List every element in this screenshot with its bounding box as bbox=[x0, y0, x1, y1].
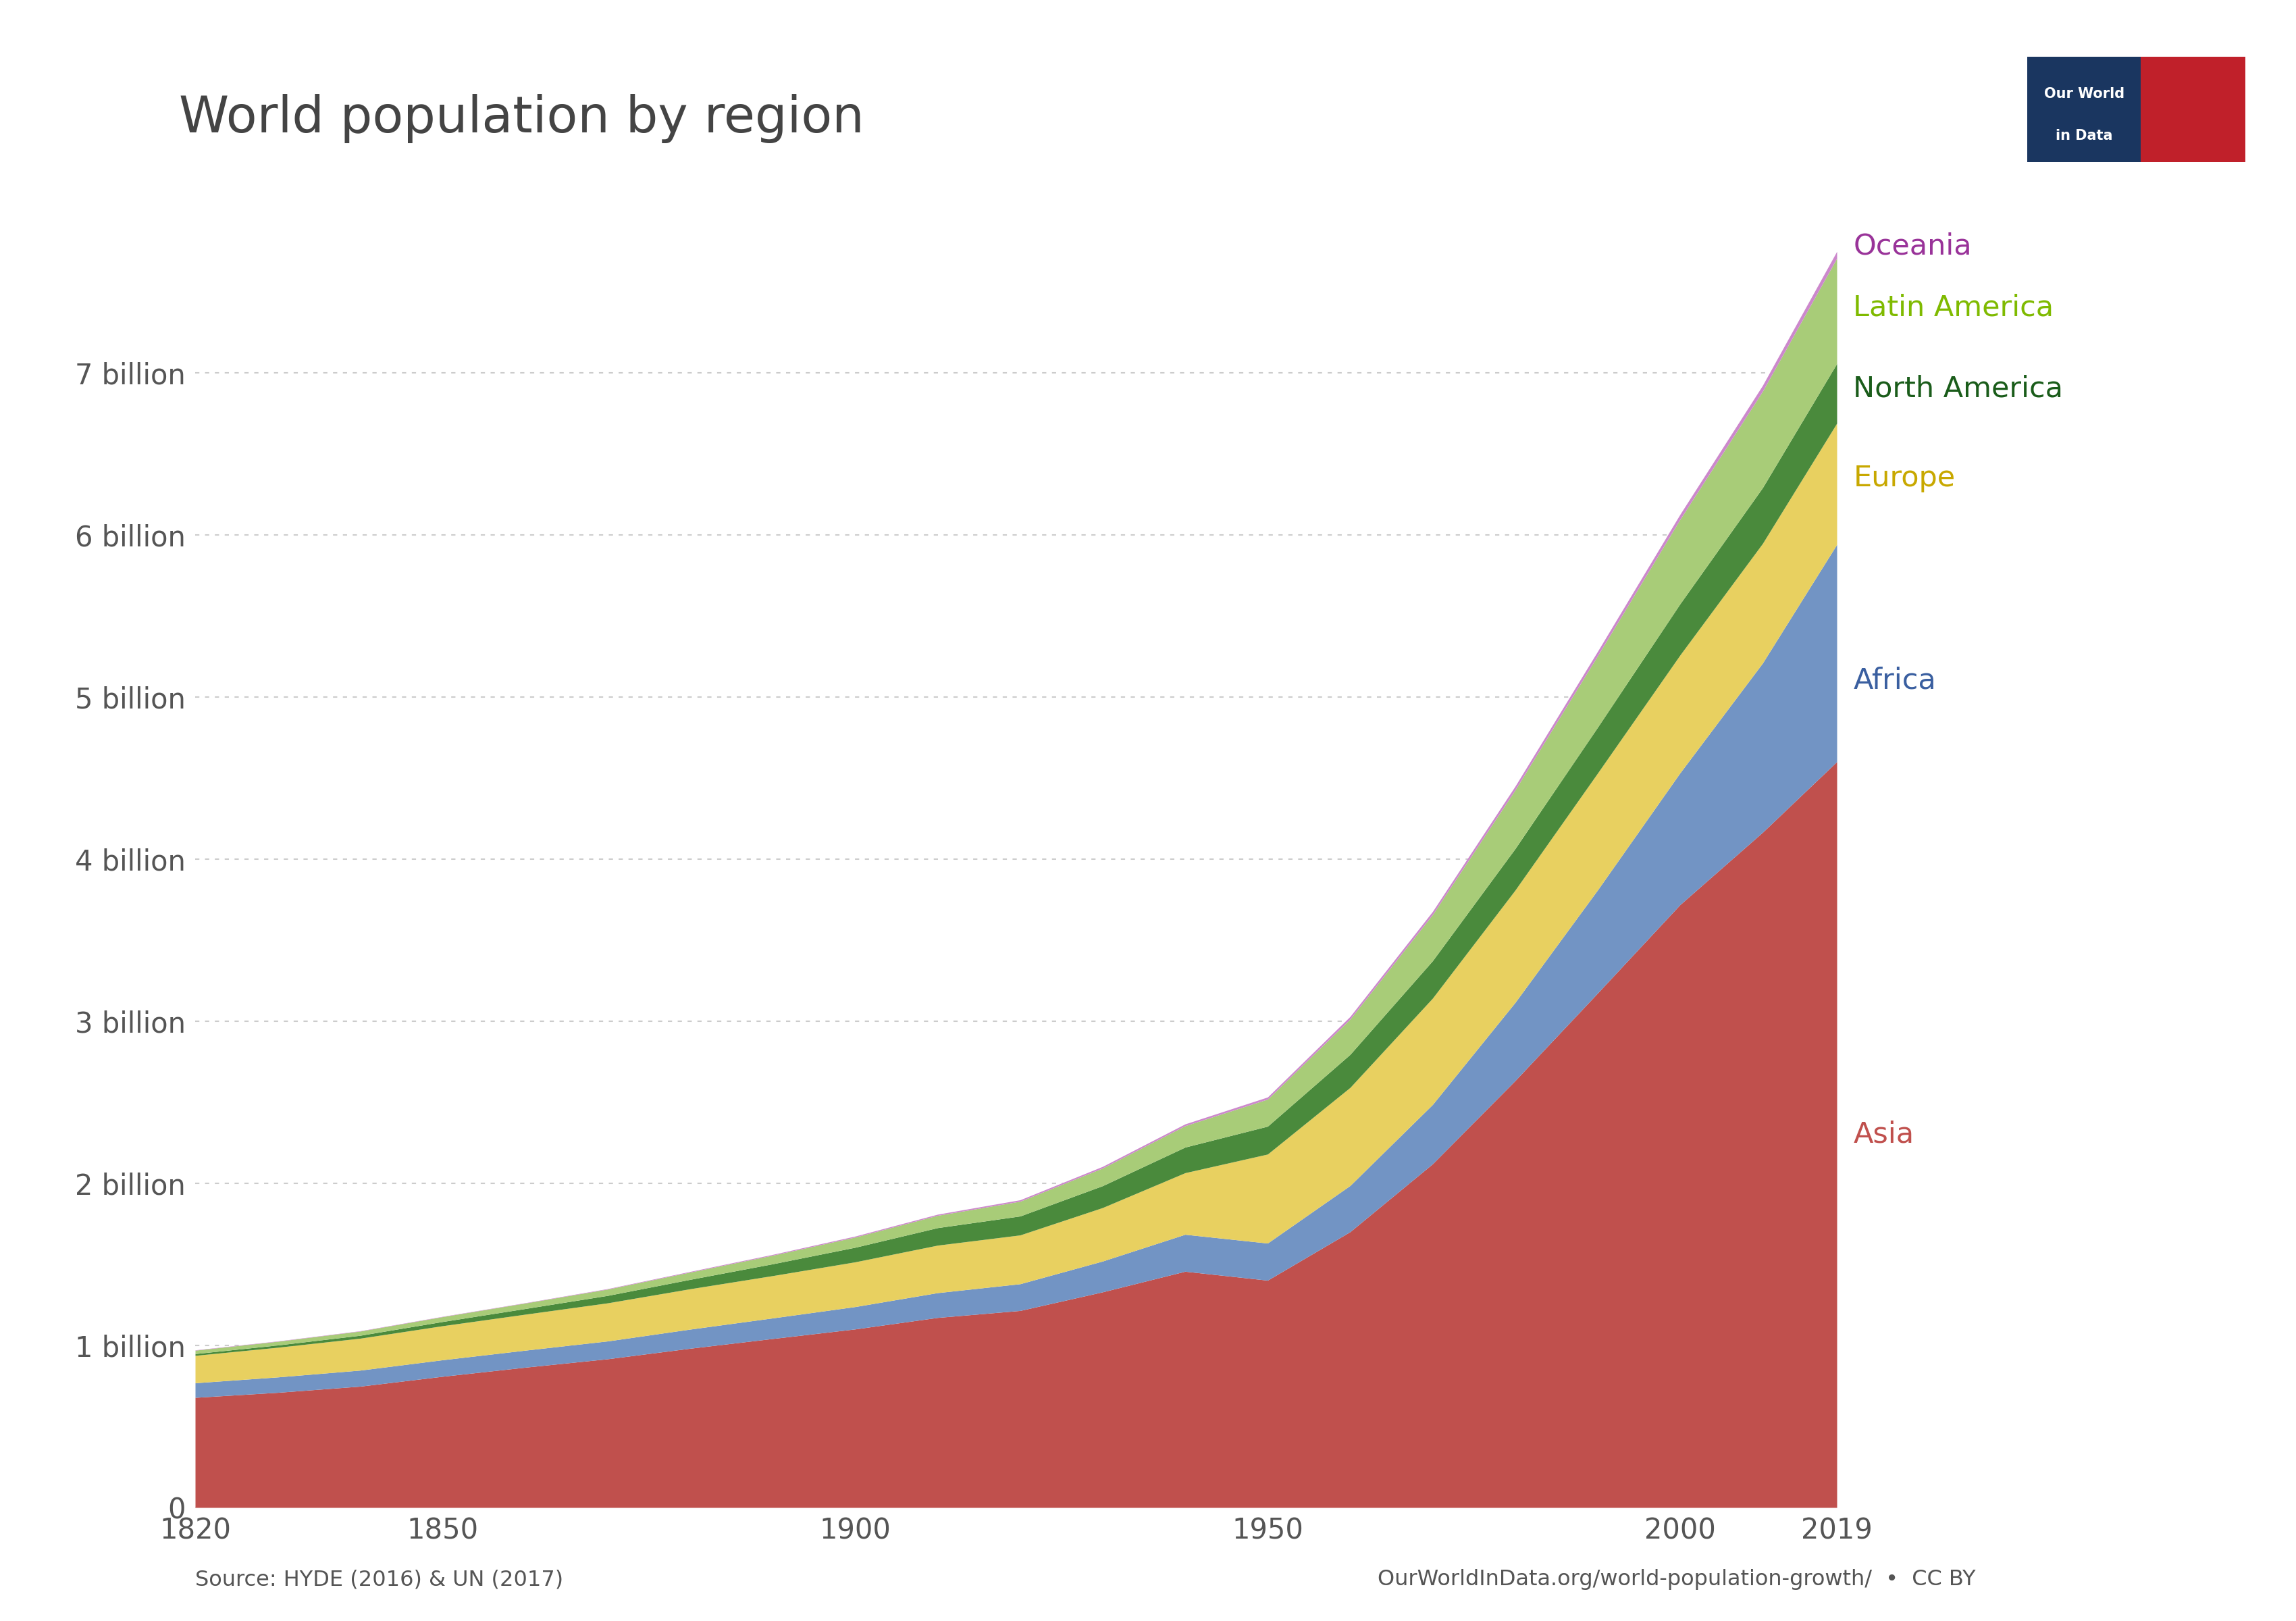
Text: North America: North America bbox=[1853, 374, 2064, 404]
Text: Source: HYDE (2016) & UN (2017): Source: HYDE (2016) & UN (2017) bbox=[195, 1569, 563, 1590]
Text: Latin America: Latin America bbox=[1853, 293, 2055, 323]
Text: Asia: Asia bbox=[1853, 1120, 1915, 1149]
Text: Europe: Europe bbox=[1853, 464, 1956, 493]
Text: Africa: Africa bbox=[1853, 666, 1936, 695]
Text: World population by region: World population by region bbox=[179, 94, 863, 143]
Text: OurWorldInData.org/world-population-growth/  •  CC BY: OurWorldInData.org/world-population-grow… bbox=[1378, 1569, 1975, 1590]
Text: in Data: in Data bbox=[2055, 130, 2112, 143]
Text: Oceania: Oceania bbox=[1853, 232, 1972, 261]
Text: Our World: Our World bbox=[2043, 88, 2124, 101]
